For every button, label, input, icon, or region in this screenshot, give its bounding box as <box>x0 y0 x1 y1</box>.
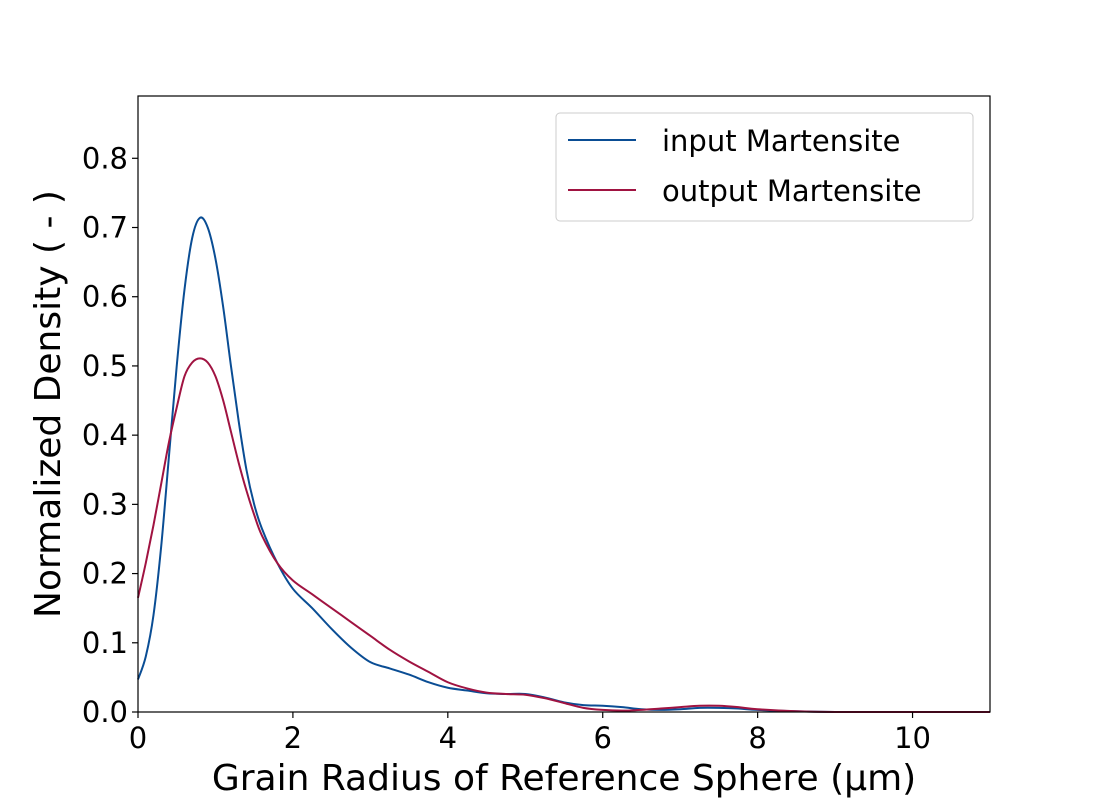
y-tick-label: 0.6 <box>82 280 128 314</box>
legend-label-output-martensite: output Martensite <box>662 174 922 208</box>
x-tick-label: 8 <box>748 721 766 755</box>
axis-ticks: 0 2 4 6 8 10 0.0 0.1 0.2 0.3 0.4 0.5 0.6 0.7 0.8 <box>82 141 931 755</box>
y-tick-label: 0.1 <box>82 626 128 660</box>
legend: input Martensite output Martensite <box>555 112 974 222</box>
x-tick-label: 4 <box>439 721 457 755</box>
series-lines <box>137 216 990 714</box>
series-line-input-martensite <box>137 216 990 714</box>
y-tick-label: 0.3 <box>82 487 128 521</box>
y-tick-label: 0.4 <box>82 418 128 452</box>
series-line-output-martensite <box>137 357 990 714</box>
legend-box <box>555 112 974 222</box>
y-tick-label: 0.8 <box>82 141 128 175</box>
x-tick-label: 10 <box>894 721 931 755</box>
x-tick-label: 2 <box>284 721 302 755</box>
x-axis-label: Grain Radius of Reference Sphere (µm) <box>212 758 916 799</box>
x-tick-label: 6 <box>594 721 612 755</box>
y-tick-label: 0.7 <box>82 211 128 245</box>
y-tick-label: 0.2 <box>82 557 128 591</box>
plot-area-frame <box>137 95 991 713</box>
y-tick-label: 0.5 <box>82 349 128 383</box>
y-axis-label: Normalized Density ( - ) <box>28 190 69 618</box>
x-tick-label: 0 <box>129 721 147 755</box>
legend-label-input-martensite: input Martensite <box>662 124 901 158</box>
y-tick-label: 0.0 <box>82 695 128 729</box>
